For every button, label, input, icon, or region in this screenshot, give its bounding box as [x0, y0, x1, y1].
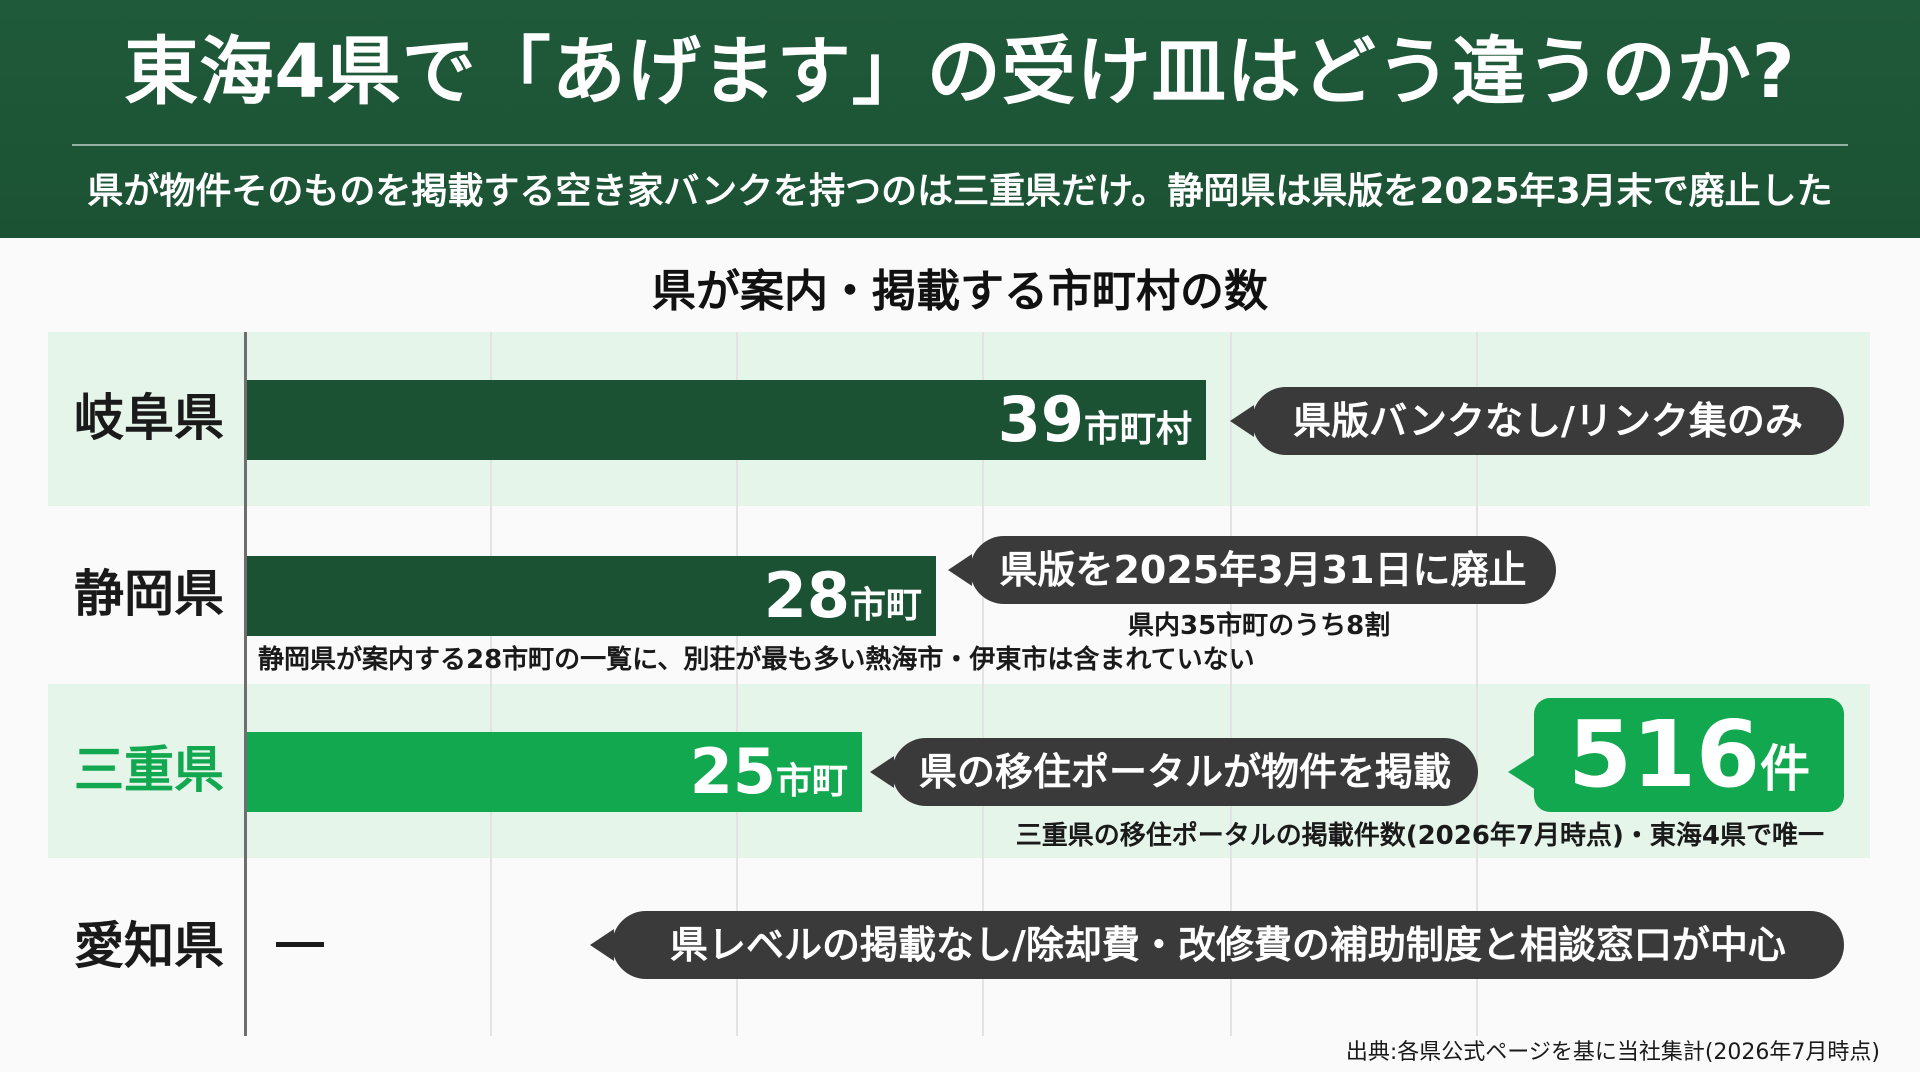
- badge-pointer: [1508, 754, 1536, 790]
- callout-pointer: [1230, 405, 1254, 437]
- header-divider: [72, 144, 1848, 146]
- callout-pointer: [590, 929, 614, 961]
- header-banner: 東海4県で「あげます」の受け皿はどう違うのか? 県が物件そのものを掲載する空き家…: [0, 0, 1920, 238]
- source-note: 出典:各県公式ページを基に当社集計(2026年7月時点): [1345, 1040, 1880, 1065]
- callout-pointer: [870, 756, 894, 788]
- no-value-dash-aichi: [276, 942, 324, 947]
- callout-pointer: [948, 554, 972, 586]
- bar-shizuoka: [247, 556, 936, 636]
- gridline: [490, 332, 492, 1036]
- bar-value-number: 25: [689, 735, 776, 808]
- gridline: [1230, 332, 1232, 1036]
- category-label-shizuoka: 静岡県: [74, 565, 224, 623]
- bar-gifu: [247, 380, 1206, 460]
- bar-mie: [247, 732, 862, 812]
- note-mie: 三重県の移住ポータルの掲載件数(2026年7月時点)・東海4県で唯一: [1015, 821, 1824, 851]
- page-title: 東海4県で「あげます」の受け皿はどう違うのか?: [124, 29, 1796, 115]
- bar-value-number: 28: [763, 559, 850, 632]
- callout-gifu: 県版バンクなし/リンク集のみ: [1252, 387, 1844, 455]
- bar-note-shizuoka: 静岡県が案内する28市町の一覧に、別荘が最も多い熱海市・伊東市は含まれていない: [258, 645, 1255, 675]
- callout-mie: 県の移住ポータルが物件を掲載: [892, 738, 1478, 806]
- bar-value-number: 39: [997, 383, 1084, 456]
- category-label-mie: 三重県: [74, 741, 224, 799]
- gridline: [1476, 332, 1478, 1036]
- chart-title: 県が案内・掲載する市町村の数: [652, 266, 1268, 317]
- callout-note-shizuoka: 県内35市町のうち8割: [1128, 611, 1391, 641]
- bar-value-label-shizuoka: 28市町: [247, 556, 922, 636]
- bar-value-label-mie: 25市町: [247, 732, 848, 812]
- listing-count-badge: 516件: [1534, 698, 1844, 812]
- category-label-gifu: 岐阜県: [74, 389, 224, 447]
- page-subtitle: 県が物件そのものを掲載する空き家バンクを持つのは三重県だけ。静岡県は県版を202…: [87, 171, 1833, 212]
- callout-shizuoka: 県版を2025年3月31日に廃止: [970, 536, 1556, 604]
- bar-value-unit: 市町村: [1083, 409, 1192, 450]
- badge-unit: 件: [1760, 740, 1811, 798]
- gridline: [982, 332, 984, 1036]
- y-axis-line: [244, 332, 247, 1036]
- gridline: [736, 332, 738, 1036]
- bar-value-unit: 市町: [775, 761, 848, 802]
- badge-number: 516: [1567, 701, 1761, 808]
- callout-aichi: 県レベルの掲載なし/除却費・改修費の補助制度と相談窓口が中心: [612, 911, 1844, 979]
- bar-value-unit: 市町: [849, 585, 922, 626]
- bar-value-label-gifu: 39市町村: [247, 380, 1192, 460]
- category-label-aichi: 愛知県: [74, 917, 224, 975]
